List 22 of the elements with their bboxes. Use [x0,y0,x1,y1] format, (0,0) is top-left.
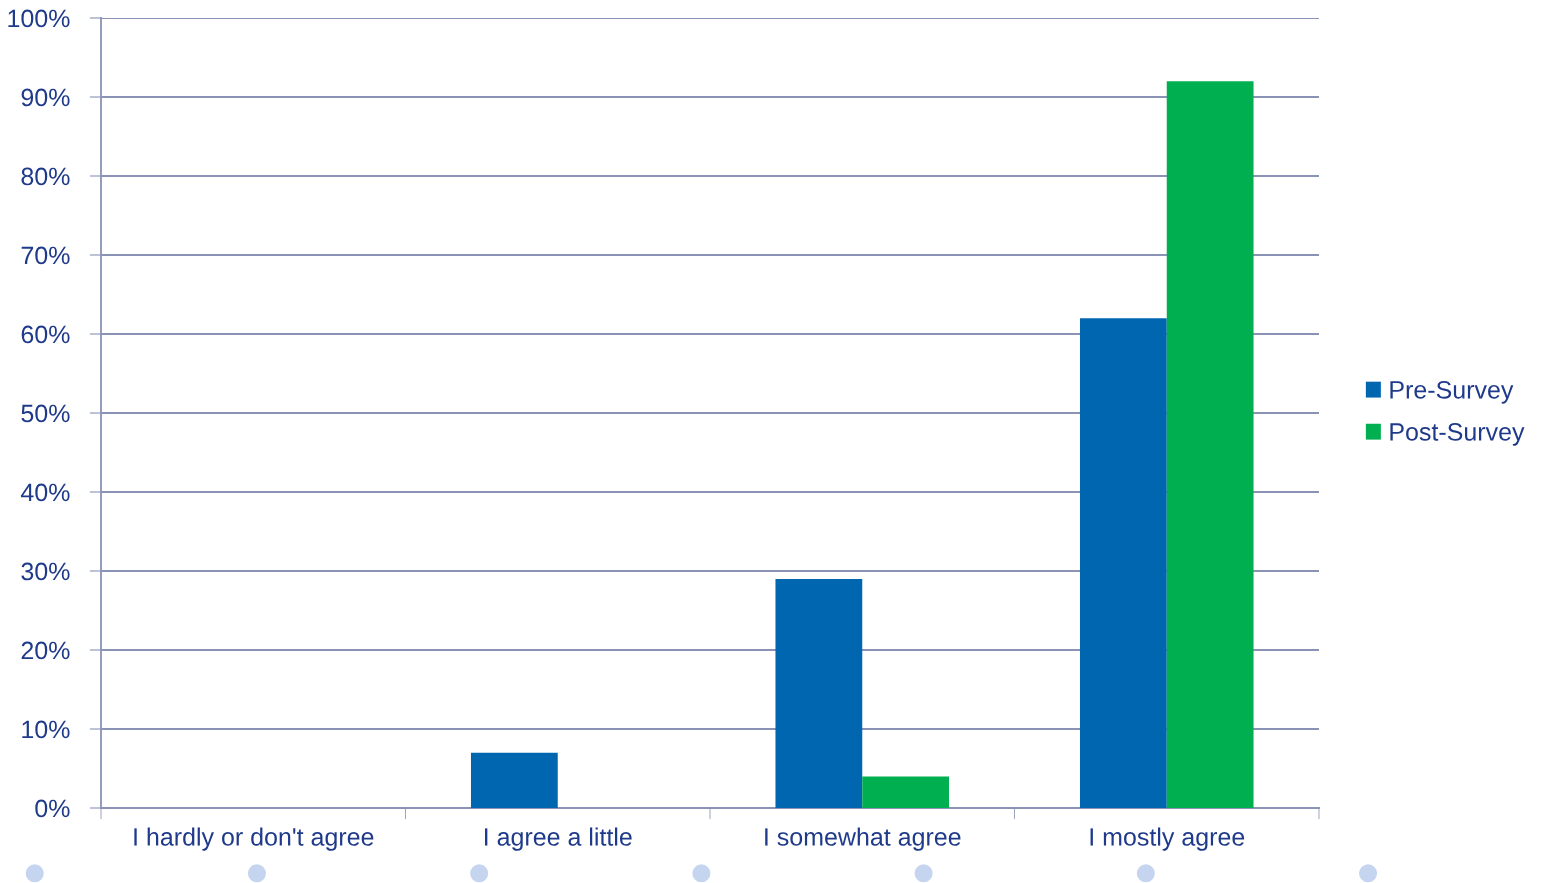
y-tick-label: 40% [20,483,70,502]
x-tick-label: I hardly or don't agree [134,827,374,851]
y-tick-label: 100% [8,9,70,28]
x-tick-label: I mostly agree [1090,827,1245,851]
y-tick-label: 50% [21,404,70,423]
y-tick-label: 20% [21,641,70,660]
y-tick-label: 30% [21,562,70,581]
x-tick-label: I agree a little [485,827,632,851]
y-tick-label: 0% [35,799,70,818]
x-tick-label: I somewhat agree [765,827,961,851]
legend-label: Pre-Survey [1390,380,1514,404]
bar [470,752,558,808]
bar [775,578,863,808]
y-tick-label: 60% [21,325,70,344]
bar [862,776,950,808]
bar [1166,81,1254,808]
y-tick-label: 70% [21,246,70,265]
bar [1079,318,1167,808]
legend-label: Post-Survey [1390,423,1525,446]
y-tick-label: 10% [22,720,70,739]
y-tick-label: 80% [21,167,70,186]
y-tick-label: 90% [21,88,70,107]
